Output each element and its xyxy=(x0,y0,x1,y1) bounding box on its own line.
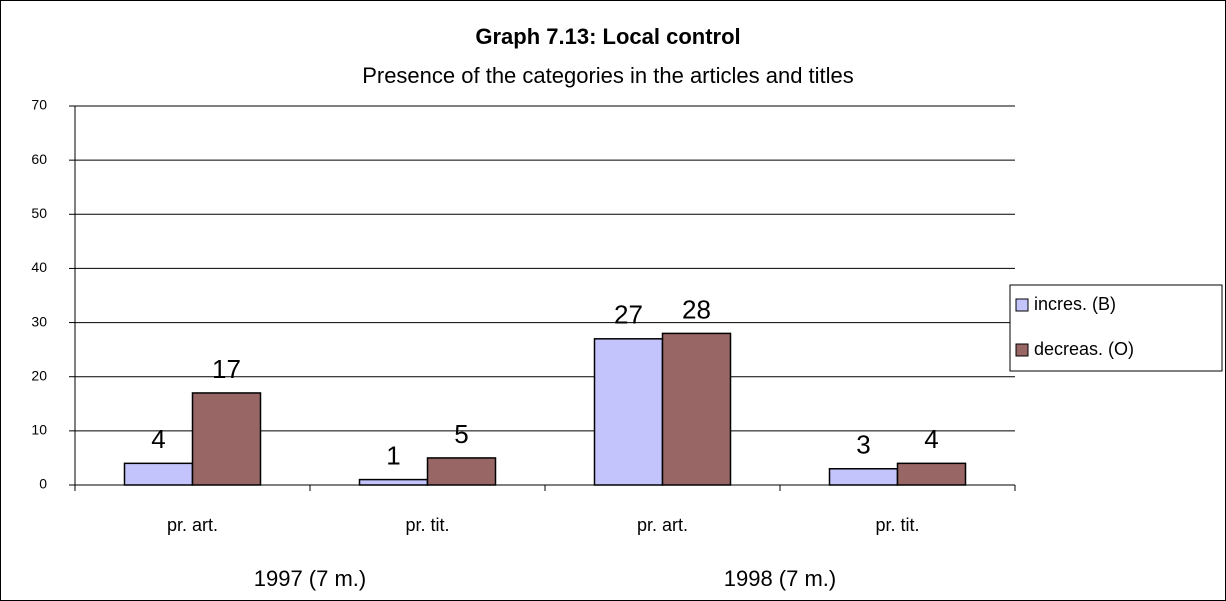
x-tick-label: pr. art. xyxy=(167,515,218,535)
y-tick-label: 0 xyxy=(39,476,47,492)
y-tick-label: 20 xyxy=(31,367,47,383)
data-label: 4 xyxy=(924,424,938,454)
x-tick-label: pr. tit. xyxy=(405,515,449,535)
bar xyxy=(593,338,664,486)
bar xyxy=(426,457,497,486)
data-label: 4 xyxy=(151,424,165,454)
legend-box xyxy=(1009,284,1223,372)
bar xyxy=(191,392,262,486)
legend-label: decreas. (O) xyxy=(1034,339,1134,359)
bar xyxy=(358,478,429,486)
data-label: 27 xyxy=(614,300,643,330)
bar xyxy=(123,462,194,486)
y-tick-label: 70 xyxy=(31,97,47,113)
bar xyxy=(896,462,967,486)
x-tick-label: pr. tit. xyxy=(875,515,919,535)
y-tick-label: 10 xyxy=(31,422,47,438)
legend-swatch xyxy=(1015,343,1029,357)
legend-label: incres. (B) xyxy=(1034,294,1116,314)
y-tick-label: 30 xyxy=(31,313,47,329)
bar xyxy=(661,332,732,486)
data-label: 1 xyxy=(386,440,400,470)
x-group-label: 1998 (7 m.) xyxy=(724,566,837,591)
data-label: 3 xyxy=(856,430,870,460)
chart-title: Graph 7.13: Local control xyxy=(475,24,740,49)
chart-subtitle: Presence of the categories in the articl… xyxy=(362,63,854,88)
y-tick-label: 40 xyxy=(31,259,47,275)
y-tick-label: 60 xyxy=(31,151,47,167)
x-tick-label: pr. art. xyxy=(637,515,688,535)
data-label: 17 xyxy=(212,354,241,384)
data-label: 5 xyxy=(454,419,468,449)
bar xyxy=(828,468,899,486)
y-tick-label: 50 xyxy=(31,205,47,221)
x-group-label: 1997 (7 m.) xyxy=(254,566,367,591)
data-label: 28 xyxy=(682,294,711,324)
legend-swatch xyxy=(1015,298,1029,312)
